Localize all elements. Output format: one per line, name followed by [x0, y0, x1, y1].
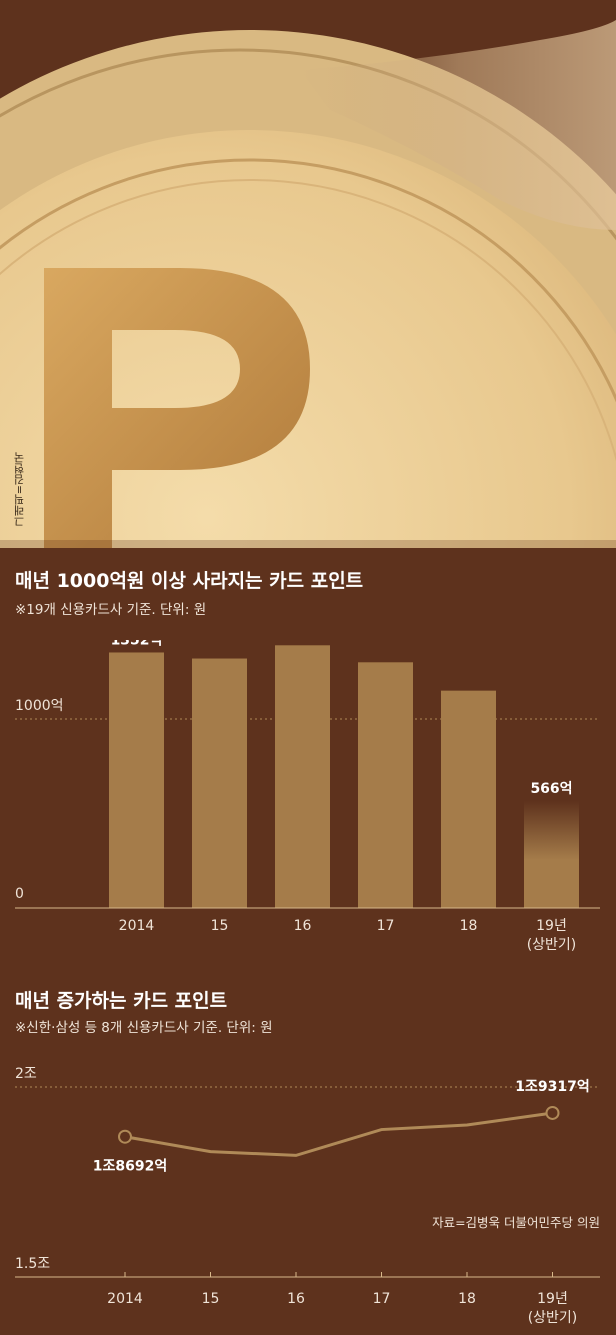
bar-xtick-label: 15	[211, 918, 229, 934]
line-data-label: 1조8692억	[93, 1159, 167, 1175]
line-xtick-label: 2014	[107, 1291, 143, 1307]
bar-data-label: 1352억	[111, 640, 163, 648]
bar-ytick-label: 1000억	[15, 698, 64, 714]
bar-chart: 0 1000억 1352억 2014 15 1390억 16 17 18 566억 19년(상반기)	[15, 640, 600, 953]
chart2-note: ※신한·삼성 등 8개 신용카드사 기준. 단위: 원	[15, 1020, 273, 1036]
line-marker	[118, 1129, 132, 1144]
graphic-credit: 그래픽=김현국	[13, 452, 26, 528]
chart1-title: 매년 1000억원 이상 사라지는 카드 포인트	[15, 570, 364, 592]
line-data-label: 1조9317억	[515, 1079, 589, 1095]
line-marker	[545, 1105, 560, 1120]
chart2-title: 매년 증가하는 카드 포인트	[15, 990, 228, 1012]
line-ytick-label: 1.5조	[15, 1256, 50, 1272]
hero-coin-illustration	[0, 0, 616, 548]
bar	[358, 662, 413, 908]
line-chart: 1.5조 2조 2014 15 16 17 18 19년 (상반기) 1조8692억 1조9317억…	[15, 1066, 600, 1326]
bar	[192, 658, 247, 908]
bar-xtick-label: 18	[460, 918, 478, 934]
chart1-note: ※19개 신용카드사 기준. 단위: 원	[15, 602, 207, 618]
bar-data-label: 1390억	[277, 640, 329, 641]
bar	[275, 645, 330, 908]
bar-xtick-label: 16	[294, 918, 312, 934]
bar	[109, 652, 164, 908]
p-letter-icon	[44, 268, 310, 548]
line-series	[124, 1111, 553, 1157]
line-xtick-label: 15	[202, 1291, 220, 1307]
line-xtick-label: 18	[458, 1291, 476, 1307]
line-xtick-label: 19년 (상반기)	[528, 1291, 578, 1326]
bar-xtick-label: 2014	[119, 918, 155, 934]
source-note: 자료=김병욱 더불어민주당 의원	[432, 1215, 600, 1230]
bar-xtick-label: 19년 (상반기)	[527, 918, 577, 953]
bar	[524, 801, 579, 908]
line-xtick-label: 16	[287, 1291, 305, 1307]
bar-xtick-label: 17	[377, 918, 395, 934]
bar-ytick-label: 0	[15, 886, 24, 902]
bar	[441, 690, 496, 908]
dust-cloud	[300, 20, 616, 230]
line-ytick-label: 2조	[15, 1066, 37, 1082]
bar-data-label: 566억	[530, 781, 572, 797]
line-xtick-label: 17	[373, 1291, 391, 1307]
